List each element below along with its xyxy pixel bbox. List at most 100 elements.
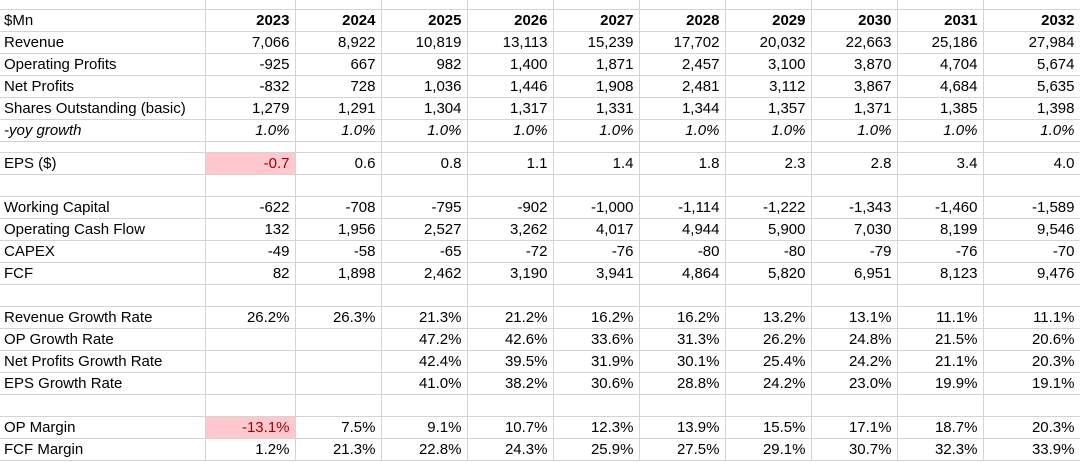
unit-label-cell[interactable]: $Mn xyxy=(0,9,206,32)
spacer-cell[interactable] xyxy=(897,141,984,153)
value-cell[interactable]: 3,870 xyxy=(811,53,898,76)
value-cell[interactable]: 3,112 xyxy=(725,75,812,98)
value-cell[interactable]: 16.2% xyxy=(553,306,640,329)
value-cell[interactable]: 4,704 xyxy=(897,53,984,76)
spacer-cell[interactable] xyxy=(381,284,468,307)
value-cell[interactable]: 24.2% xyxy=(725,372,812,395)
value-cell[interactable]: 1.0% xyxy=(205,119,296,142)
year-header-cell[interactable]: 2029 xyxy=(725,9,812,32)
row-label-cell[interactable]: Operating Cash Flow xyxy=(0,218,206,241)
row-label-cell[interactable]: Revenue Growth Rate xyxy=(0,306,206,329)
spacer-cell[interactable] xyxy=(205,141,296,153)
value-cell[interactable]: -1,114 xyxy=(639,196,726,219)
row-label-cell[interactable]: Operating Profits xyxy=(0,53,206,76)
value-cell[interactable]: 1,371 xyxy=(811,97,898,120)
spacer-cell[interactable] xyxy=(0,394,206,417)
year-header-cell[interactable]: 2028 xyxy=(639,9,726,32)
spacer-cell[interactable] xyxy=(639,0,726,10)
value-cell[interactable]: 22,663 xyxy=(811,31,898,54)
value-cell[interactable]: 25,186 xyxy=(897,31,984,54)
value-cell[interactable]: 728 xyxy=(295,75,382,98)
value-cell[interactable]: 16.2% xyxy=(639,306,726,329)
value-cell[interactable]: 17,702 xyxy=(639,31,726,54)
value-cell[interactable]: -1,460 xyxy=(897,196,984,219)
value-cell[interactable]: 5,900 xyxy=(725,218,812,241)
year-header-cell[interactable]: 2026 xyxy=(467,9,554,32)
value-cell[interactable]: 15.5% xyxy=(725,416,812,439)
value-cell[interactable]: 21.3% xyxy=(295,438,382,461)
value-cell[interactable]: 1.0% xyxy=(983,119,1080,142)
row-label-cell[interactable]: Net Profits xyxy=(0,75,206,98)
row-label-cell[interactable]: EPS ($) xyxy=(0,152,206,175)
value-cell[interactable]: 27.5% xyxy=(639,438,726,461)
row-label-cell[interactable]: Revenue xyxy=(0,31,206,54)
value-cell[interactable]: 1.0% xyxy=(467,119,554,142)
value-cell[interactable]: -902 xyxy=(467,196,554,219)
spacer-cell[interactable] xyxy=(897,0,984,10)
value-cell[interactable] xyxy=(205,328,296,351)
spacer-cell[interactable] xyxy=(725,174,812,197)
value-cell[interactable]: 33.6% xyxy=(553,328,640,351)
value-cell[interactable]: 19.9% xyxy=(897,372,984,395)
value-cell[interactable]: 24.2% xyxy=(811,350,898,373)
row-label-cell[interactable]: EPS Growth Rate xyxy=(0,372,206,395)
spacer-cell[interactable] xyxy=(553,394,640,417)
value-cell[interactable]: -708 xyxy=(295,196,382,219)
value-cell[interactable]: 3,867 xyxy=(811,75,898,98)
value-cell[interactable]: 1,331 xyxy=(553,97,640,120)
year-header-cell[interactable]: 2025 xyxy=(381,9,468,32)
spacer-cell[interactable] xyxy=(381,394,468,417)
value-cell[interactable]: 1.0% xyxy=(639,119,726,142)
value-cell[interactable]: -80 xyxy=(639,240,726,263)
value-cell[interactable]: 1.0% xyxy=(381,119,468,142)
value-cell[interactable]: 13.9% xyxy=(639,416,726,439)
spacer-cell[interactable] xyxy=(983,141,1080,153)
value-cell[interactable]: -72 xyxy=(467,240,554,263)
value-cell[interactable]: 10.7% xyxy=(467,416,554,439)
value-cell[interactable]: 32.3% xyxy=(897,438,984,461)
value-cell[interactable]: -832 xyxy=(205,75,296,98)
value-cell[interactable]: -49 xyxy=(205,240,296,263)
spacer-cell[interactable] xyxy=(295,284,382,307)
value-cell[interactable]: 21.3% xyxy=(381,306,468,329)
value-cell[interactable]: 30.6% xyxy=(553,372,640,395)
spacer-cell[interactable] xyxy=(295,141,382,153)
spacer-cell[interactable] xyxy=(811,284,898,307)
spacer-cell[interactable] xyxy=(467,284,554,307)
value-cell[interactable] xyxy=(295,328,382,351)
value-cell[interactable]: 26.2% xyxy=(725,328,812,351)
spacer-cell[interactable] xyxy=(897,174,984,197)
value-cell[interactable]: 22.8% xyxy=(381,438,468,461)
value-cell[interactable]: 26.3% xyxy=(295,306,382,329)
value-cell[interactable]: 3,262 xyxy=(467,218,554,241)
spacer-cell[interactable] xyxy=(983,0,1080,10)
value-cell[interactable]: 24.8% xyxy=(811,328,898,351)
value-cell[interactable]: -795 xyxy=(381,196,468,219)
value-cell[interactable]: 5,820 xyxy=(725,262,812,285)
row-label-cell[interactable]: -yoy growth xyxy=(0,119,206,142)
value-cell[interactable]: 2.3 xyxy=(725,152,812,175)
spacer-cell[interactable] xyxy=(467,141,554,153)
value-cell[interactable]: 1.2% xyxy=(205,438,296,461)
value-cell[interactable]: 1,291 xyxy=(295,97,382,120)
value-cell[interactable]: 2,462 xyxy=(381,262,468,285)
value-cell[interactable]: -70 xyxy=(983,240,1080,263)
row-label-cell[interactable]: OP Growth Rate xyxy=(0,328,206,351)
value-cell[interactable] xyxy=(205,372,296,395)
value-cell[interactable]: 1,956 xyxy=(295,218,382,241)
value-cell[interactable]: 1,871 xyxy=(553,53,640,76)
value-cell[interactable]: 4,684 xyxy=(897,75,984,98)
value-cell[interactable]: 13.1% xyxy=(811,306,898,329)
spacer-cell[interactable] xyxy=(897,284,984,307)
value-cell[interactable]: 1,446 xyxy=(467,75,554,98)
value-cell[interactable]: 9,476 xyxy=(983,262,1080,285)
value-cell[interactable]: 23.0% xyxy=(811,372,898,395)
spacer-cell[interactable] xyxy=(205,174,296,197)
value-cell[interactable]: -0.7 xyxy=(205,152,296,175)
value-cell[interactable]: 8,199 xyxy=(897,218,984,241)
value-cell[interactable]: -79 xyxy=(811,240,898,263)
value-cell[interactable]: 31.3% xyxy=(639,328,726,351)
value-cell[interactable]: -1,589 xyxy=(983,196,1080,219)
value-cell[interactable]: 4,017 xyxy=(553,218,640,241)
value-cell[interactable]: 0.6 xyxy=(295,152,382,175)
